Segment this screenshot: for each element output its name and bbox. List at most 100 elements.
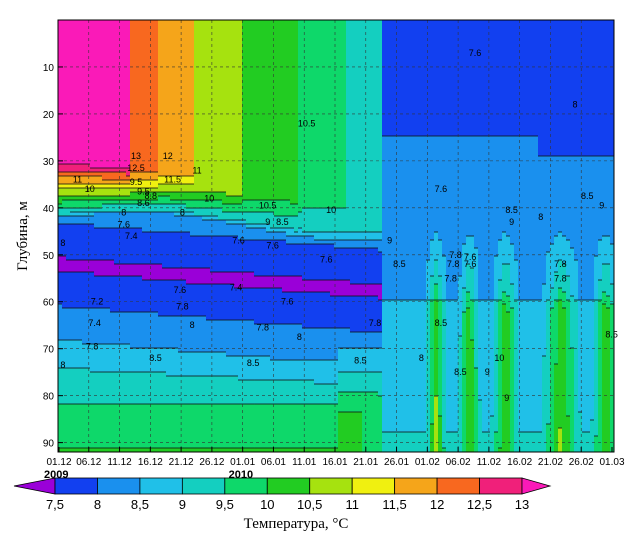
field-cell <box>142 212 147 217</box>
field-cell <box>154 436 159 441</box>
field-cell <box>158 56 163 61</box>
field-cell <box>138 28 143 33</box>
field-cell <box>142 396 147 401</box>
field-cell <box>102 380 107 385</box>
field-cell <box>126 376 131 381</box>
field-cell <box>174 256 179 261</box>
field-cell <box>202 296 207 301</box>
field-cell <box>122 360 127 365</box>
field-cell <box>154 304 159 309</box>
field-cell <box>66 248 71 253</box>
field-cell <box>174 240 179 245</box>
field-cell <box>206 312 211 317</box>
field-cell <box>198 68 203 73</box>
field-cell <box>126 424 131 429</box>
field-cell <box>86 308 91 313</box>
field-cell <box>102 352 107 357</box>
field-cell <box>70 368 75 373</box>
field-cell <box>86 384 91 389</box>
field-cell <box>82 108 87 113</box>
field-cell <box>98 264 103 269</box>
field-cell <box>146 440 151 445</box>
field-cell <box>166 52 171 57</box>
field-cell <box>178 72 183 77</box>
field-cell <box>142 380 147 385</box>
field-cell <box>62 60 67 65</box>
field-cell <box>66 48 71 53</box>
field-cell <box>74 96 79 101</box>
field-cell <box>166 216 171 221</box>
field-cell <box>98 28 103 33</box>
field-cell <box>98 80 103 85</box>
field-cell <box>118 292 123 297</box>
field-cell <box>138 312 143 317</box>
field-cell <box>62 344 67 349</box>
field-cell <box>182 324 187 329</box>
field-cell <box>190 60 195 65</box>
field-cell <box>218 404 223 409</box>
field-cell <box>106 320 111 325</box>
field-cell <box>162 424 167 429</box>
field-cell <box>102 212 107 217</box>
field-cell <box>178 436 183 441</box>
field-cell <box>90 28 95 33</box>
field-cell <box>58 76 63 81</box>
field-cell <box>66 352 71 357</box>
field-cell <box>234 428 239 433</box>
field-cell <box>178 380 183 385</box>
field-cell <box>198 384 203 389</box>
field-cell <box>150 56 155 61</box>
field-cell <box>150 336 155 341</box>
field-cell <box>202 268 207 273</box>
field-cell <box>130 404 135 409</box>
field-cell <box>182 256 187 261</box>
field-cell <box>222 180 227 185</box>
field-cell <box>198 76 203 81</box>
field-cell <box>70 96 75 101</box>
field-cell <box>98 140 103 145</box>
field-cell <box>170 272 175 277</box>
field-cell <box>162 428 167 433</box>
field-cell <box>62 68 67 73</box>
field-cell <box>146 380 151 385</box>
field-cell <box>178 388 183 393</box>
field-cell <box>166 284 171 289</box>
field-cell <box>134 84 139 89</box>
field-cell <box>178 324 183 329</box>
field-cell <box>130 328 135 333</box>
field-cell <box>134 96 139 101</box>
field-cell <box>90 48 95 53</box>
field-cell <box>78 312 83 317</box>
field-cell <box>186 168 191 173</box>
field-cell <box>234 296 239 301</box>
field-cell <box>74 136 79 141</box>
field-cell <box>130 372 135 377</box>
field-cell <box>106 96 111 101</box>
field-cell <box>154 88 159 93</box>
field-cell <box>238 80 243 85</box>
field-cell <box>138 132 143 137</box>
field-cell <box>202 24 207 29</box>
field-cell <box>150 24 155 29</box>
field-cell <box>154 404 159 409</box>
field-cell <box>170 336 175 341</box>
field-cell <box>198 356 203 361</box>
field-cell <box>234 440 239 445</box>
field-cell <box>58 68 63 73</box>
field-cell <box>230 152 235 157</box>
field-cell <box>190 340 195 345</box>
field-cell <box>134 104 139 109</box>
field-cell <box>142 432 147 437</box>
field-cell <box>214 276 219 281</box>
field-cell <box>214 292 219 297</box>
field-cell <box>94 308 99 313</box>
field-cell <box>118 344 123 349</box>
field-cell <box>174 192 179 197</box>
field-cell <box>194 128 199 133</box>
field-cell <box>78 340 83 345</box>
field-cell <box>90 56 95 61</box>
field-cell <box>122 380 127 385</box>
field-cell <box>178 320 183 325</box>
field-cell <box>150 92 155 97</box>
field-cell <box>122 172 127 177</box>
